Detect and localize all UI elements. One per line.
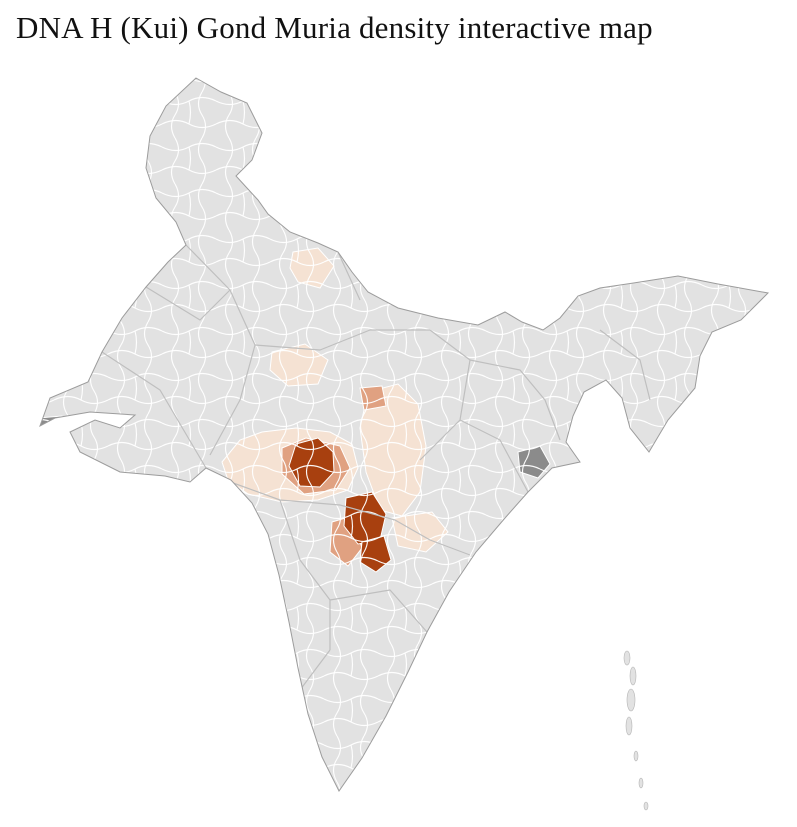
india-outline <box>39 77 770 792</box>
state-borders <box>101 244 651 731</box>
page-title: DNA H (Kui) Gond Muria density interacti… <box>16 10 653 45</box>
district-boundaries <box>40 78 768 791</box>
andaman-nicobar-islands[interactable] <box>623 650 649 811</box>
